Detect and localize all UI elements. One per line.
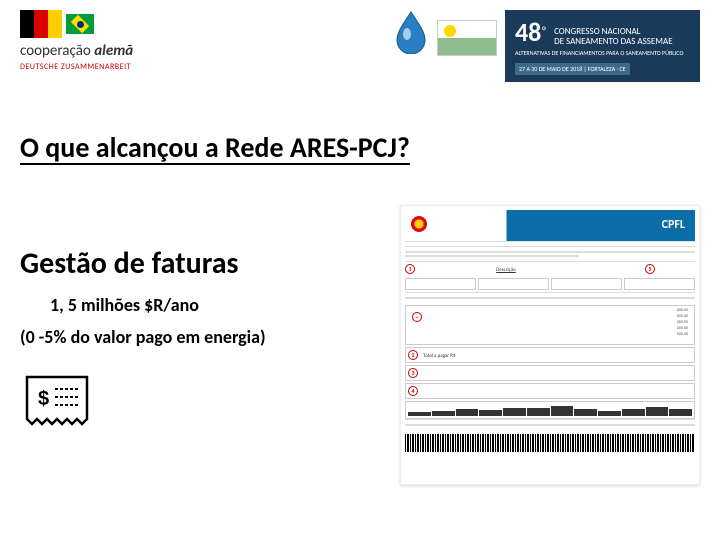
bill-header: CPFL — [405, 210, 695, 242]
congress-banner: 48º CONGRESSO NACIONAL DE SANEAMENTO DAS… — [505, 10, 700, 82]
bill-marker-3: 3 — [408, 368, 418, 378]
water-drop-icon — [393, 10, 429, 54]
logo-left-subtitle: DEUTSCHE ZUSAMMENARBEIT — [20, 62, 131, 72]
bill-brand: CPFL — [662, 218, 685, 232]
bill-taxes-block: 3 — [405, 365, 695, 381]
bill-reference-row: 1 Descrição 5 — [405, 261, 695, 276]
bill-cell — [551, 278, 622, 290]
invoice-icon: $ — [25, 373, 380, 434]
flag-group — [20, 10, 94, 38]
congress-title: CONGRESSO NACIONAL DE SANEAMENTO DAS ASS… — [554, 27, 673, 47]
logo-left-title-plain: cooperação — [20, 42, 91, 60]
bill-address-row — [405, 246, 695, 261]
bill-marker-2-tilde: ~ — [412, 312, 422, 322]
landscape-icon — [437, 20, 497, 56]
congress-subtitle: ALTERNATIVAS DE FINANCIAMENTOS PARA O SA… — [515, 50, 690, 57]
congress-date: 27 A 30 DE MAIO DE 2018 | FORTALEZA · CE — [515, 63, 630, 75]
bill-value: 000,00 — [677, 326, 688, 331]
savings-amount: 1, 5 milhões $R/ano — [50, 294, 380, 316]
bill-marker-2: 2 — [408, 350, 418, 360]
brazil-flag-icon — [66, 14, 94, 34]
bill-footer-row — [405, 419, 695, 430]
utility-bill-sample: CPFL 1 Descrição 5 ~ 000,00 000,00 000,0… — [400, 205, 700, 485]
bill-total-label: Total a pagar R$ — [423, 353, 455, 359]
bill-value: 000,00 — [677, 308, 688, 313]
left-column: Gestão de faturas 1, 5 milhões $R/ano (0… — [20, 205, 380, 485]
bill-barcode — [405, 434, 695, 452]
content-area: Gestão de faturas 1, 5 milhões $R/ano (0… — [20, 205, 700, 485]
logo-left-title-bold: alemã — [94, 42, 133, 60]
congress-number: 48 — [515, 16, 541, 48]
germany-flag-icon — [20, 10, 62, 38]
logo-cooperacao-alema: cooperação alemã DEUTSCHE ZUSAMMENARBEIT — [20, 10, 133, 72]
bill-marker-5: 5 — [645, 264, 655, 274]
bill-readings-row — [405, 292, 695, 303]
bill-other-block: 4 — [405, 383, 695, 399]
slide-title: O que alcançou a Rede ARES-PCJ? — [20, 130, 700, 165]
bill-value: 000,00 — [677, 320, 688, 325]
congress-title-line2: DE SANEAMENTO DAS ASSEMAE — [554, 36, 673, 47]
bill-cell — [478, 278, 549, 290]
bill-consumption-block: ~ 000,00 000,00 000,00 000,00 000,00 — [405, 305, 695, 345]
slide-header: cooperação alemã DEUTSCHE ZUSAMMENARBEIT… — [0, 0, 720, 100]
bill-marker-1: 1 — [405, 264, 415, 274]
bill-cell — [624, 278, 695, 290]
savings-note: (0 -5% do valor pago em energia) — [20, 326, 380, 348]
logo-right-group: 48º CONGRESSO NACIONAL DE SANEAMENTO DAS… — [393, 10, 700, 82]
bill-cell — [405, 278, 476, 290]
bill-charges-block: 2 Total a pagar R$ — [405, 347, 695, 363]
bill-value: 000,00 — [677, 314, 688, 319]
bill-consumption-histogram — [405, 401, 695, 419]
logo-left-title: cooperação alemã — [20, 42, 133, 60]
svg-text:$: $ — [38, 388, 49, 410]
bill-marker-4: 4 — [408, 386, 418, 396]
congress-ordinal: º — [541, 25, 546, 39]
section-heading: Gestão de faturas — [20, 245, 380, 282]
bill-desc-label: Descrição — [496, 267, 516, 273]
bill-info-boxes — [405, 278, 695, 290]
bill-value: 000,00 — [677, 332, 688, 337]
